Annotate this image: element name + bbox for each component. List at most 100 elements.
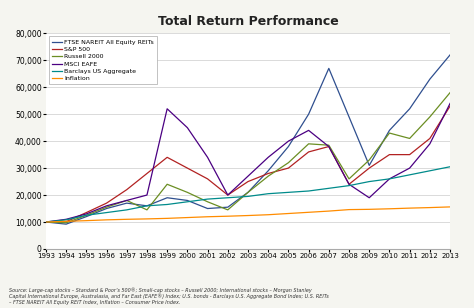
Barclays US Aggregate — [326, 186, 332, 190]
Title: Total Return Performance: Total Return Performance — [158, 15, 338, 28]
Inflation — [184, 216, 190, 219]
Barclays US Aggregate — [83, 213, 89, 217]
S&P 500 — [387, 153, 392, 156]
Text: Source: Large-cap stocks – Standard & Poor’s 500®; Small-cap stocks – Russell 20: Source: Large-cap stocks – Standard & Po… — [9, 287, 329, 305]
MSCI EAFE — [225, 193, 231, 197]
S&P 500 — [447, 104, 453, 108]
Russell 2000 — [225, 208, 231, 212]
MSCI EAFE — [447, 102, 453, 105]
S&P 500 — [124, 188, 129, 192]
FTSE NAREIT All Equity REITs — [225, 205, 231, 209]
S&P 500 — [366, 166, 372, 170]
Russell 2000 — [306, 142, 311, 146]
FTSE NAREIT All Equity REITs — [387, 128, 392, 132]
Line: S&P 500: S&P 500 — [46, 106, 450, 222]
S&P 500 — [225, 193, 231, 197]
FTSE NAREIT All Equity REITs — [83, 215, 89, 218]
Barclays US Aggregate — [205, 197, 210, 201]
MSCI EAFE — [285, 139, 291, 143]
Russell 2000 — [64, 221, 69, 225]
Inflation — [43, 220, 49, 224]
MSCI EAFE — [205, 156, 210, 159]
Barclays US Aggregate — [306, 189, 311, 193]
FTSE NAREIT All Equity REITs — [205, 207, 210, 210]
Inflation — [225, 214, 231, 218]
Inflation — [447, 205, 453, 209]
Barclays US Aggregate — [225, 196, 231, 200]
Inflation — [326, 209, 332, 213]
Inflation — [285, 212, 291, 215]
MSCI EAFE — [427, 142, 433, 146]
FTSE NAREIT All Equity REITs — [326, 67, 332, 70]
Inflation — [346, 208, 352, 212]
Line: FTSE NAREIT All Equity REITs: FTSE NAREIT All Equity REITs — [46, 55, 450, 224]
Barclays US Aggregate — [43, 220, 49, 224]
S&P 500 — [326, 145, 332, 148]
FTSE NAREIT All Equity REITs — [184, 199, 190, 202]
Russell 2000 — [164, 182, 170, 186]
Barclays US Aggregate — [285, 191, 291, 194]
Line: Inflation: Inflation — [46, 207, 450, 222]
MSCI EAFE — [43, 220, 49, 224]
Inflation — [144, 217, 150, 221]
MSCI EAFE — [407, 166, 412, 170]
FTSE NAREIT All Equity REITs — [245, 191, 251, 194]
S&P 500 — [164, 156, 170, 159]
Barclays US Aggregate — [447, 165, 453, 168]
Russell 2000 — [346, 177, 352, 181]
FTSE NAREIT All Equity REITs — [265, 169, 271, 173]
FTSE NAREIT All Equity REITs — [104, 207, 109, 210]
Barclays US Aggregate — [64, 218, 69, 222]
Russell 2000 — [245, 191, 251, 194]
Inflation — [245, 214, 251, 217]
MSCI EAFE — [265, 156, 271, 159]
Russell 2000 — [427, 115, 433, 119]
Barclays US Aggregate — [265, 192, 271, 196]
Russell 2000 — [366, 158, 372, 162]
MSCI EAFE — [306, 128, 311, 132]
MSCI EAFE — [144, 193, 150, 197]
Inflation — [387, 207, 392, 211]
S&P 500 — [184, 166, 190, 170]
Russell 2000 — [447, 91, 453, 95]
Russell 2000 — [265, 174, 271, 178]
S&P 500 — [83, 211, 89, 214]
MSCI EAFE — [104, 204, 109, 208]
Barclays US Aggregate — [164, 203, 170, 206]
FTSE NAREIT All Equity REITs — [144, 204, 150, 208]
Russell 2000 — [184, 191, 190, 194]
Russell 2000 — [326, 143, 332, 147]
Inflation — [83, 219, 89, 222]
FTSE NAREIT All Equity REITs — [427, 77, 433, 81]
MSCI EAFE — [387, 177, 392, 181]
FTSE NAREIT All Equity REITs — [306, 112, 311, 116]
Line: Russell 2000: Russell 2000 — [46, 93, 450, 223]
FTSE NAREIT All Equity REITs — [43, 220, 49, 224]
Barclays US Aggregate — [245, 195, 251, 198]
S&P 500 — [144, 172, 150, 175]
MSCI EAFE — [64, 217, 69, 221]
Barclays US Aggregate — [144, 204, 150, 208]
FTSE NAREIT All Equity REITs — [164, 196, 170, 200]
FTSE NAREIT All Equity REITs — [285, 145, 291, 148]
FTSE NAREIT All Equity REITs — [346, 115, 352, 119]
Russell 2000 — [285, 161, 291, 164]
S&P 500 — [205, 177, 210, 181]
S&P 500 — [285, 166, 291, 170]
Russell 2000 — [144, 208, 150, 212]
Inflation — [64, 220, 69, 223]
Russell 2000 — [43, 220, 49, 224]
Line: Barclays US Aggregate: Barclays US Aggregate — [46, 167, 450, 222]
S&P 500 — [265, 172, 271, 175]
Inflation — [164, 217, 170, 220]
FTSE NAREIT All Equity REITs — [64, 222, 69, 226]
S&P 500 — [245, 180, 251, 184]
Inflation — [124, 217, 129, 221]
MSCI EAFE — [184, 126, 190, 130]
Inflation — [427, 206, 433, 209]
Barclays US Aggregate — [184, 200, 190, 204]
MSCI EAFE — [83, 212, 89, 216]
MSCI EAFE — [346, 182, 352, 186]
Barclays US Aggregate — [407, 173, 412, 177]
S&P 500 — [346, 182, 352, 186]
